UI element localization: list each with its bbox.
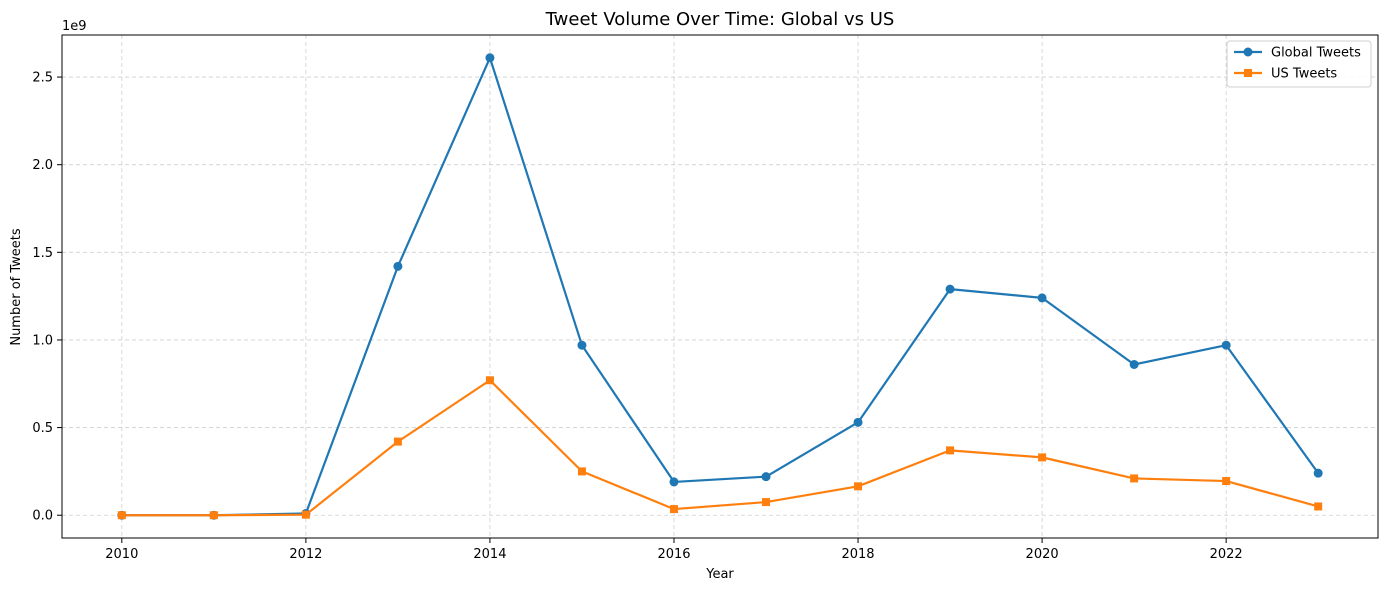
us-tweets-point (301, 510, 310, 519)
global-tweets-point (945, 284, 955, 294)
x-tick-label: 2014 (473, 547, 506, 562)
plot-frame (61, 34, 1379, 539)
us-tweets-point (854, 482, 863, 491)
grid (62, 35, 1378, 538)
y-axis: 0.0 0.5 1.0 1.5 2.0 2.5 (32, 71, 62, 524)
x-tick-label: 2022 (1210, 547, 1243, 562)
legend-box (1226, 40, 1372, 88)
x-tick-label: 2010 (105, 547, 138, 562)
x-tick-label: 2020 (1026, 547, 1059, 562)
global-tweets-line (121, 56, 1320, 517)
global-tweets-point (669, 477, 679, 487)
x-tick-label: 2016 (657, 547, 690, 562)
y-tick-label: 0.0 (32, 509, 53, 524)
y-axis-title: Number of Tweets (9, 228, 24, 346)
us-tweets-point (577, 467, 586, 476)
y-tick-label: 2.5 (32, 71, 53, 86)
us-tweets-point (1130, 474, 1139, 483)
x-axis: 2010 2012 2014 2016 2018 2020 2022 (105, 538, 1243, 562)
us-tweets-point (669, 505, 678, 514)
global-tweets-point (1037, 293, 1047, 303)
x-tick-label: 2012 (289, 547, 322, 562)
global-tweets-point (1221, 340, 1231, 350)
us-tweets-point (1038, 453, 1047, 462)
y-offset-label: 1e9 (62, 19, 87, 34)
legend-marker-us-tweets (1244, 69, 1252, 77)
global-tweets-point (577, 340, 587, 350)
y-tick-label: 2.0 (32, 158, 53, 173)
global-tweets-series (117, 53, 1323, 520)
global-tweets-point (853, 417, 863, 427)
us-tweets-point (762, 498, 771, 507)
x-tick-label: 2018 (841, 547, 874, 562)
us-tweets-point (1222, 477, 1231, 486)
global-tweets-point (485, 53, 495, 63)
chart-title: Tweet Volume Over Time: Global vs US (545, 9, 895, 30)
us-tweets-point (1314, 502, 1323, 511)
y-tick-label: 1.5 (32, 246, 53, 261)
us-tweets-point (485, 376, 494, 385)
y-tick-label: 0.5 (32, 421, 53, 436)
legend-label-us-tweets: US Tweets (1271, 67, 1337, 82)
x-axis-title: Year (705, 567, 734, 582)
legend: Global Tweets US Tweets (1226, 40, 1372, 88)
global-tweets-point (1129, 359, 1139, 369)
global-tweets-point (761, 472, 771, 482)
us-tweets-point (946, 446, 955, 455)
us-tweets-line (121, 379, 1319, 517)
series-layer (117, 53, 1323, 520)
global-tweets-point (1313, 468, 1323, 478)
us-tweets-series (117, 376, 1323, 520)
y-tick-label: 1.0 (32, 333, 53, 348)
us-tweets-point (117, 511, 126, 520)
us-tweets-point (393, 437, 402, 446)
legend-marker-global-tweets (1243, 47, 1253, 57)
us-tweets-point (209, 511, 218, 520)
global-tweets-point (393, 261, 403, 271)
legend-label-global-tweets: Global Tweets (1271, 46, 1361, 61)
